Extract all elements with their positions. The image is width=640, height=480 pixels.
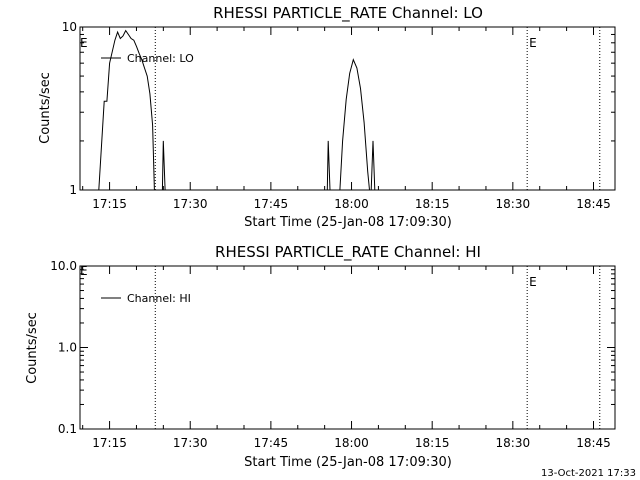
panel-hi-y-axis-label: Counts/sec: [25, 312, 40, 384]
panel-hi-legend-label: Channel: HI: [127, 292, 191, 305]
panel-hi-markers: E: [154, 266, 601, 429]
panel-hi-corner-marker: E: [80, 264, 88, 278]
panel-hi-x-tick-label: 17:30: [173, 436, 208, 450]
panel-hi-y-tick-label: 0.1: [58, 422, 77, 436]
panel-hi-x-tick-label: 18:15: [415, 436, 450, 450]
footer-timestamp: 13-Oct-2021 17:33: [541, 468, 636, 479]
panel-lo-x-tick-label: 17:15: [92, 197, 127, 211]
panel-lo: RHESSI PARTICLE_RATE Channel: LO Counts/…: [38, 4, 616, 230]
panel-lo-y-axis-label: Counts/sec: [38, 72, 53, 144]
panel-hi-x-tick-label: 18:45: [576, 436, 611, 450]
panel-lo-axes: 17:15 17:30 17:45 18:00 18:15 18:30 18:45 1 10: [62, 20, 615, 211]
panel-hi: RHESSI PARTICLE_RATE Channel: HI Counts/…: [25, 243, 616, 470]
panel-lo-markers: E: [154, 27, 601, 190]
panel-lo-series-line-segment: [370, 140, 376, 191]
panel-hi-title: RHESSI PARTICLE_RATE Channel: HI: [215, 243, 481, 262]
panel-hi-x-tick-label: 18:30: [496, 436, 531, 450]
panel-lo-plot-frame: [79, 26, 616, 191]
panel-lo-title: RHESSI PARTICLE_RATE Channel: LO: [213, 4, 483, 23]
panel-lo-series-line-segment: [339, 58, 370, 191]
panel-lo-x-tick-label: 18:30: [496, 197, 531, 211]
panel-lo-x-tick-label: 18:45: [576, 197, 611, 211]
panel-lo-x-tick-label: 17:30: [173, 197, 208, 211]
panel-hi-y-tick-label: 10.0: [50, 259, 77, 273]
panel-lo-series-line-segment: [161, 140, 166, 191]
panel-hi-x-tick-label: 18:00: [334, 436, 369, 450]
panel-lo-series-line-segment: [98, 29, 155, 191]
panel-hi-axes: 17:15 17:30 17:45 18:00 18:15 18:30 18:45 0.1 1.…: [50, 259, 615, 450]
panel-lo-x-tick-label: 17:45: [254, 197, 289, 211]
panel-hi-event-marker-label: E: [529, 275, 537, 289]
panel-hi-y-tick-label: 1.0: [58, 341, 77, 355]
panel-lo-y-tick-label: 1: [69, 183, 77, 197]
panel-lo-x-tick-label: 18:15: [415, 197, 450, 211]
panel-lo-event-marker-label: E: [529, 36, 537, 50]
panel-lo-legend-label: Channel: LO: [127, 52, 194, 65]
panel-hi-x-axis-label: Start Time (25-Jan-08 17:09:30): [244, 455, 452, 470]
panel-hi-x-tick-label: 17:15: [92, 436, 127, 450]
panel-lo-series-line-segment: [326, 140, 331, 191]
panel-lo-x-tick-label: 18:00: [334, 197, 369, 211]
panel-lo-x-axis-label: Start Time (25-Jan-08 17:09:30): [244, 215, 452, 230]
panel-lo-series: [98, 29, 376, 191]
panel-lo-y-tick-label: 10: [62, 20, 77, 34]
panel-hi-x-tick-label: 17:45: [254, 436, 289, 450]
